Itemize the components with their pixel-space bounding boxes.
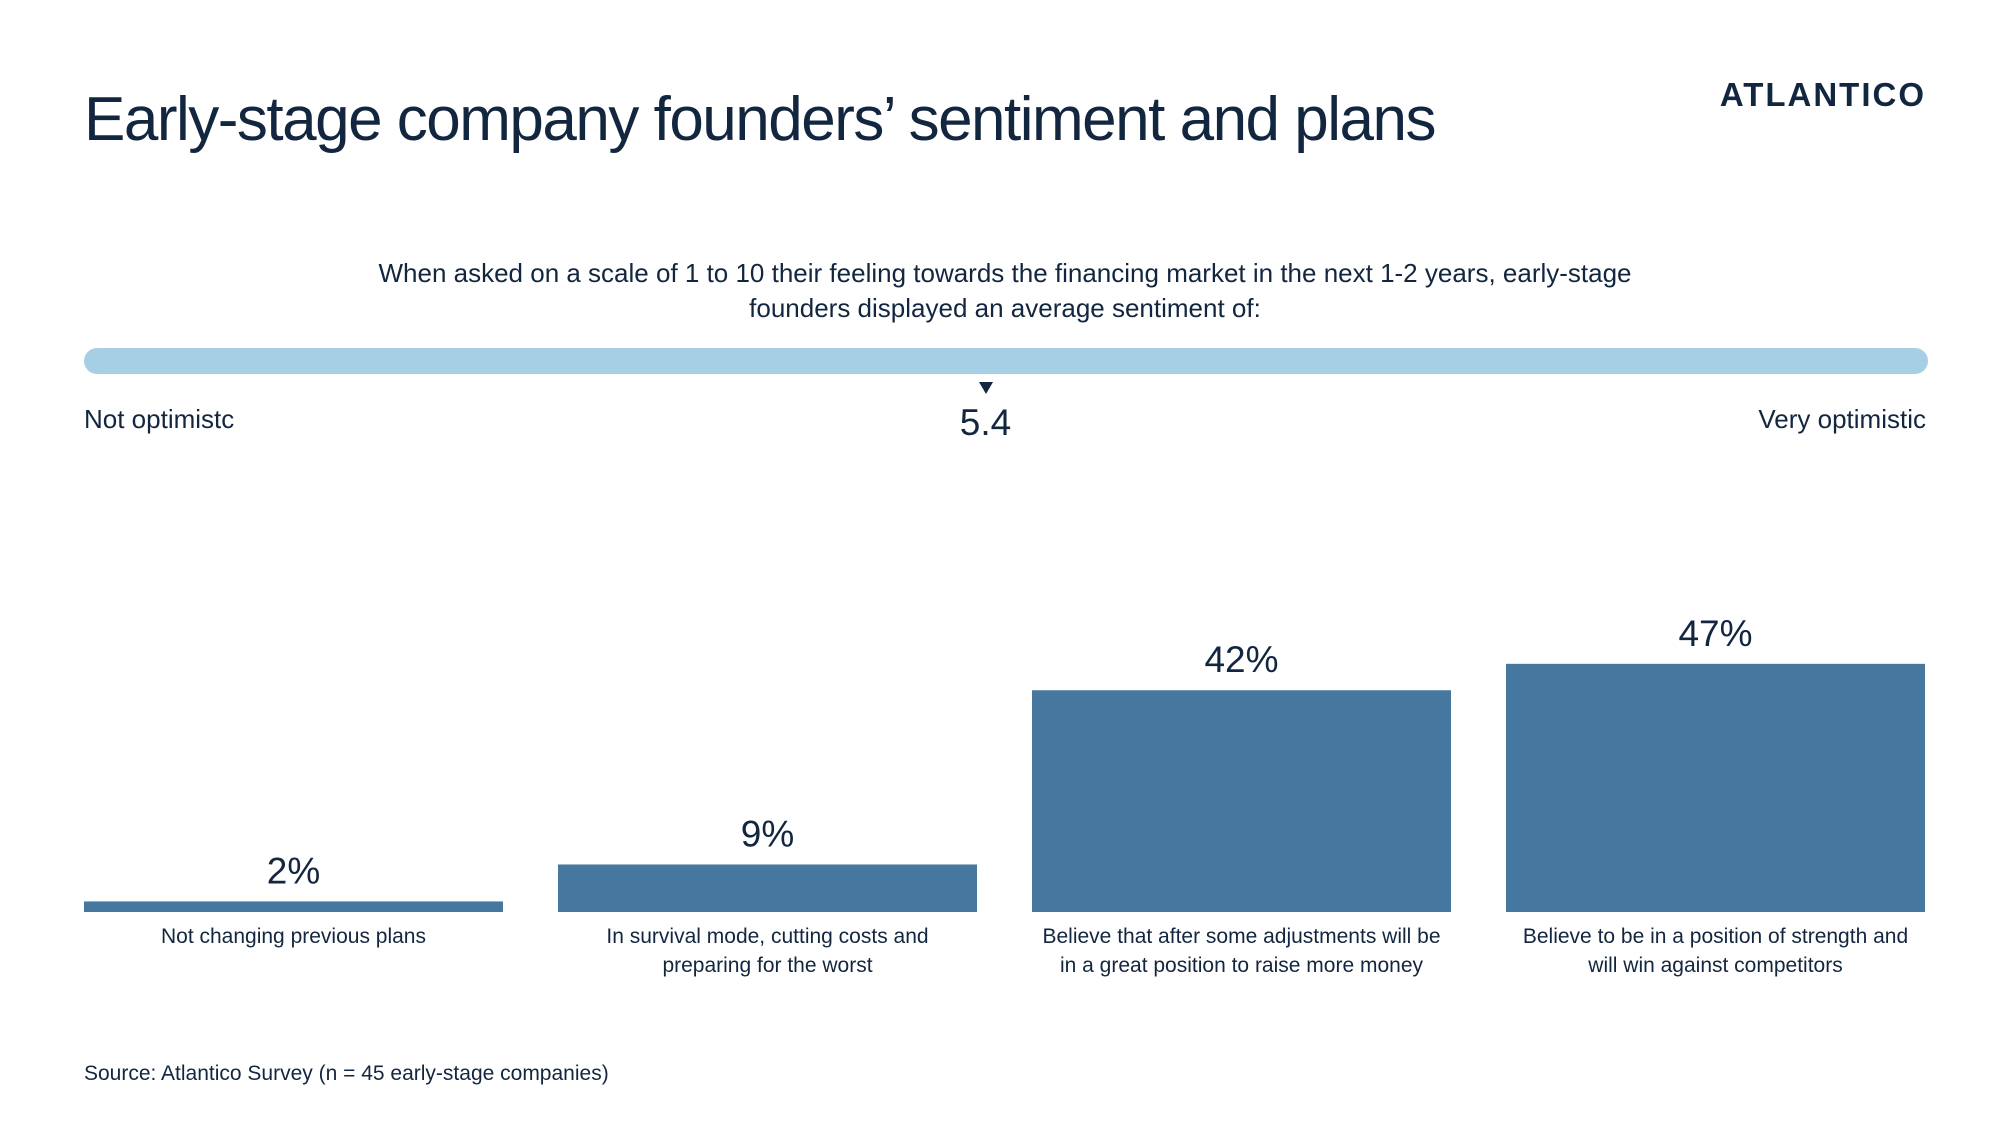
bar-3	[1032, 690, 1451, 912]
source-note: Source: Atlantico Survey (n = 45 early-s…	[84, 1062, 609, 1085]
sentiment-scale-track	[84, 348, 1928, 374]
bar-4	[1506, 663, 1925, 912]
bar-value-label-4: 47%	[1678, 613, 1752, 654]
atlantico-logo: ATLANTICO	[1719, 76, 1926, 113]
bar-value-label-1: 2%	[267, 850, 320, 891]
category-label-3: Believe that after some adjustments will…	[1042, 925, 1440, 977]
bar-1	[84, 901, 503, 912]
page-title: Early-stage company founders’ sentiment …	[84, 85, 1437, 154]
category-label-4: Believe to be in a position of strength …	[1523, 925, 1908, 977]
bar-value-label-2: 9%	[741, 813, 794, 854]
scale-label-very-optimistic: Very optimistic	[1758, 404, 1926, 434]
bar-2	[558, 864, 977, 912]
category-label-1: Not changing previous plans	[161, 925, 426, 948]
scale-label-not-optimistic: Not optimistc	[84, 404, 235, 434]
sentiment-marker-icon	[978, 382, 993, 394]
sentiment-question: When asked on a scale of 1 to 10 their f…	[378, 258, 1632, 323]
bar-value-label-3: 42%	[1204, 639, 1278, 680]
sentiment-average-value: 5.4	[959, 402, 1012, 443]
category-label-2: In survival mode, cutting costs and prepa…	[606, 925, 928, 977]
